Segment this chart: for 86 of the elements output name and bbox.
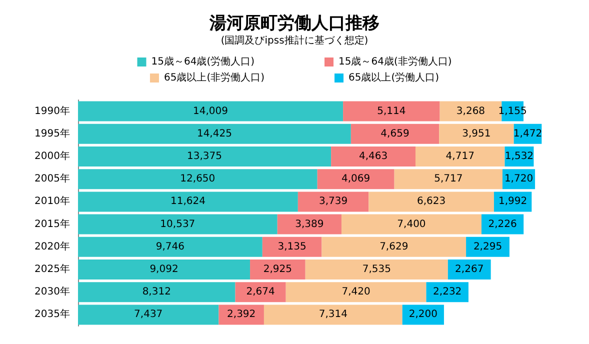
data-label: 3,951 (462, 128, 491, 140)
data-label: 2,925 (263, 264, 292, 275)
legend-label: 65歳以上(労働人口) (348, 72, 440, 84)
data-label: 3,135 (278, 241, 306, 252)
y-tick-label: 2035年 (34, 308, 70, 320)
legend-label: 65歳以上(非労働人口) (164, 72, 265, 84)
data-label: 7,629 (380, 241, 408, 252)
data-label: 6,623 (417, 196, 446, 208)
bar (350, 124, 440, 144)
bar (368, 192, 494, 212)
data-label: 9,092 (150, 264, 178, 275)
legend-label: 15歳～64歳(非労働人口) (338, 56, 452, 68)
data-label: 4,717 (446, 151, 474, 162)
bar (343, 101, 440, 122)
data-label: 3,389 (295, 218, 324, 230)
bar (298, 192, 369, 212)
data-label: 8,312 (142, 286, 171, 298)
y-tick-label: 1995年 (34, 127, 70, 140)
bar (78, 124, 351, 144)
data-label: 14,425 (196, 128, 232, 140)
data-label: 1,472 (513, 128, 542, 140)
bar (426, 282, 468, 302)
data-label: 7,400 (397, 218, 426, 230)
y-tick-label: 1990年 (34, 104, 70, 117)
data-label: 2,226 (488, 218, 517, 230)
bar (305, 260, 448, 280)
data-label: 2,267 (455, 264, 484, 275)
data-label: 2,392 (227, 309, 256, 320)
bar (78, 260, 250, 280)
bar (394, 169, 502, 190)
bar (235, 282, 286, 302)
bar (78, 146, 332, 166)
bar (262, 236, 322, 257)
bar (264, 304, 402, 325)
y-tick-label: 2025年 (34, 263, 70, 275)
data-label: 9,746 (156, 241, 185, 252)
data-label: 7,314 (318, 309, 348, 320)
bar (78, 214, 278, 234)
data-label: 12,650 (180, 174, 216, 185)
bar (78, 169, 318, 190)
y-tick-label: 2000年 (34, 150, 70, 162)
data-label: 13,375 (187, 151, 222, 162)
data-label: 2,232 (433, 286, 462, 298)
data-label: 2,295 (473, 241, 502, 252)
data-label: 5,114 (377, 106, 406, 117)
bar (439, 124, 514, 144)
data-label: 7,420 (342, 286, 370, 298)
y-tick-label: 2030年 (34, 286, 70, 298)
bar (78, 304, 219, 325)
data-label: 10,537 (160, 218, 196, 230)
data-label: 3,739 (318, 196, 348, 208)
data-label: 14,009 (193, 106, 228, 117)
y-tick-label: 2005年 (34, 172, 70, 185)
data-label: 1,992 (498, 196, 528, 208)
bar (78, 101, 344, 122)
bar (286, 282, 426, 302)
bar (341, 214, 482, 234)
y-tick-label: 2015年 (34, 218, 70, 230)
bar (218, 304, 264, 325)
chart-title: 湯河原町労働人口推移 (208, 14, 380, 34)
y-tick-label: 2010年 (34, 195, 70, 208)
data-label: 11,624 (170, 196, 206, 208)
data-label: 4,069 (342, 174, 370, 185)
bar (317, 169, 394, 190)
chart-subtitle: (国調及びipss推計に基づく想定) (220, 34, 368, 46)
data-label: 4,659 (380, 128, 410, 140)
data-label: 2,200 (408, 309, 438, 320)
bar (78, 236, 262, 257)
data-label: 3,268 (456, 106, 486, 117)
y-tick-label: 2020年 (34, 240, 70, 252)
bar (78, 192, 298, 212)
data-label: 1,720 (504, 174, 534, 185)
data-label: 2,674 (246, 286, 275, 298)
data-label: 5,717 (434, 174, 463, 185)
data-label: 4,463 (358, 151, 388, 162)
bar (322, 236, 466, 257)
legend-label: 15歳～64歳(労働人口) (151, 56, 255, 68)
bar (250, 260, 306, 280)
bar (277, 214, 342, 234)
bar (331, 146, 416, 166)
data-label: 7,535 (362, 264, 391, 275)
data-label: 1,532 (504, 151, 534, 162)
bar (78, 282, 236, 302)
data-label: 7,437 (134, 309, 163, 320)
bar (448, 260, 491, 280)
bar (415, 146, 505, 166)
